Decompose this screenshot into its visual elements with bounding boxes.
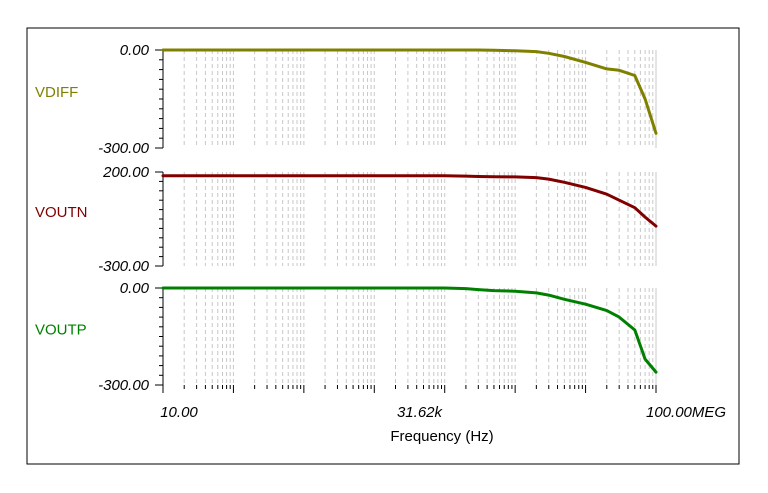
y-tick-label-top: 0.00 xyxy=(120,280,150,297)
series-label: VOUTN xyxy=(35,204,88,221)
x-tick-label: 10.00 xyxy=(160,404,198,421)
y-tick-label-bottom: -300.00 xyxy=(98,258,150,275)
series-line-voutp xyxy=(161,286,658,374)
y-tick-label-top: 0.00 xyxy=(120,42,150,59)
series-line-voutn xyxy=(161,174,658,228)
y-tick-label-top: 200.00 xyxy=(102,164,150,181)
x-axis: 10.00 31.62k 100.00MEG xyxy=(160,385,726,421)
panel-voutp: 0.00 -300.00 VOUTP xyxy=(35,280,658,394)
panel-vdiff: 0.00 -300.00 VDIFF xyxy=(35,42,658,157)
x-axis-title: Frequency (Hz) xyxy=(390,428,493,445)
y-tick-label-bottom: -300.00 xyxy=(98,377,150,394)
x-tick-label: 31.62k xyxy=(397,404,444,421)
chart-frame xyxy=(26,27,740,465)
series-label: VDIFF xyxy=(35,84,78,101)
panel-voutn: 200.00 -300.00 VOUTN xyxy=(35,164,658,275)
panels: 0.00 -300.00 VDIFF 200.00 -300.00 VOUTN 0.00 -3… xyxy=(35,42,726,421)
series-label: VOUTP xyxy=(35,322,87,339)
x-tick-label: 100.00MEG xyxy=(646,404,726,421)
y-tick-label-bottom: -300.00 xyxy=(98,140,150,157)
series-line-vdiff xyxy=(161,48,658,135)
